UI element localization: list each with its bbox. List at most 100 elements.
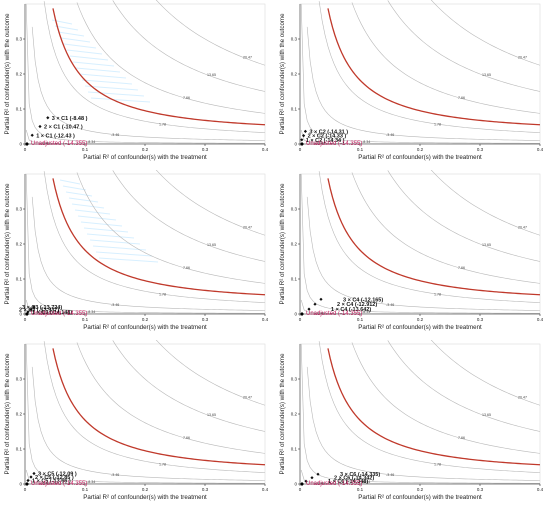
contour-label: -12.90 bbox=[314, 312, 324, 316]
y-axis-title: Partial R² of confounder(s) with the out… bbox=[279, 13, 286, 135]
glare-streak bbox=[95, 251, 153, 257]
glare-streak bbox=[90, 97, 151, 103]
glare-streak bbox=[60, 37, 91, 43]
unadjusted-point bbox=[300, 142, 304, 146]
x-axis-title: Partial R² of confounder(s) with the tre… bbox=[358, 494, 482, 501]
contour-line bbox=[155, 340, 266, 406]
contour-label: -8.34 bbox=[362, 140, 370, 144]
contour-line bbox=[43, 171, 266, 303]
sensitivity-contour-panel-4: 20.47 13.65 7.66 1.78 -3.46 -8.34 -12.90 0 0.1 0.… bbox=[279, 170, 544, 331]
glare-streak bbox=[57, 31, 85, 37]
x-axis-title: Partial R² of confounder(s) with the tre… bbox=[83, 154, 207, 161]
contour-line bbox=[31, 26, 266, 141]
y-axis-title: Partial R² of confounder(s) with the out… bbox=[279, 353, 286, 475]
contour-line bbox=[318, 341, 541, 473]
benchmark-point bbox=[307, 307, 311, 311]
benchmark-point bbox=[38, 124, 42, 129]
contour-label: -8.34 bbox=[362, 480, 370, 484]
glare-streak bbox=[75, 67, 121, 73]
x-tick-label: 0 bbox=[299, 487, 302, 492]
unadjusted-point bbox=[25, 482, 29, 486]
contour-line bbox=[112, 170, 266, 262]
x-tick-label: 0.1 bbox=[357, 147, 364, 152]
benchmark-point bbox=[319, 297, 323, 301]
x-tick-label: 0 bbox=[299, 147, 302, 152]
contour-line bbox=[300, 173, 541, 314]
glare-streak bbox=[66, 49, 103, 55]
x-tick-label: 0.3 bbox=[477, 147, 484, 152]
y-tick-label: 0.2 bbox=[291, 412, 298, 417]
benchmark-label: 1 × C3 (-14.148) bbox=[32, 310, 72, 316]
contour-line bbox=[306, 196, 541, 311]
x-tick-label: 0.2 bbox=[142, 317, 149, 322]
benchmark-point bbox=[313, 302, 317, 306]
x-tick-label: 0.2 bbox=[417, 317, 424, 322]
benchmark-point bbox=[26, 478, 30, 483]
benchmark-label: 3 × C6 (-14.335) bbox=[340, 472, 380, 478]
y-tick-label: 0.3 bbox=[291, 377, 298, 382]
y-tick-label: 0.2 bbox=[291, 242, 298, 247]
contour-line bbox=[387, 170, 541, 262]
glare-streak bbox=[54, 25, 79, 31]
contour-line bbox=[387, 0, 541, 92]
contour-line bbox=[76, 2, 266, 114]
x-tick-label: 0.4 bbox=[262, 487, 269, 492]
contour-label: 13.65 bbox=[482, 73, 491, 77]
y-axis-title: Partial R² of confounder(s) with the out… bbox=[4, 353, 11, 475]
glare-overlay bbox=[51, 19, 151, 103]
unadjusted-label: Unadjusted (-14.355) bbox=[31, 141, 87, 147]
y-tick-label: 0.2 bbox=[16, 72, 23, 77]
plot-area bbox=[299, 343, 541, 485]
contour-line bbox=[112, 340, 266, 432]
unadjusted-label: Unadjusted (-14.355) bbox=[31, 481, 87, 487]
contour-label: -3.46 bbox=[386, 473, 394, 477]
contour-label: 13.65 bbox=[207, 73, 216, 77]
x-tick-label: 0.4 bbox=[262, 147, 269, 152]
benchmark-label: 1 × C1 (-12.43 ) bbox=[36, 133, 75, 139]
y-tick-label: 0 bbox=[19, 312, 22, 317]
x-axis-title: Partial R² of confounder(s) with the tre… bbox=[358, 324, 482, 331]
x-tick-label: 0 bbox=[299, 317, 302, 322]
x-axis-title: Partial R² of confounder(s) with the tre… bbox=[83, 324, 207, 331]
y-tick-label: 0.2 bbox=[16, 242, 23, 247]
contour-label: 20.47 bbox=[518, 396, 527, 400]
unadjusted-label: Unadjusted (-14.355) bbox=[306, 141, 362, 147]
benchmark-label: 2 × C1 (-10.47 ) bbox=[44, 125, 83, 131]
benchmark-label: 1 × C6 (-14.348) bbox=[328, 479, 368, 485]
contour-line bbox=[306, 366, 541, 481]
glare-streak bbox=[80, 221, 123, 227]
benchmark-point bbox=[29, 307, 33, 312]
contour-label: 1.78 bbox=[434, 292, 441, 296]
threshold-curve bbox=[52, 8, 266, 126]
benchmark-label: 1 × C4 (-13.642) bbox=[331, 307, 371, 313]
plot-area bbox=[299, 173, 541, 315]
glare-streak bbox=[71, 203, 105, 209]
contour-line bbox=[155, 0, 266, 66]
threshold-curve bbox=[52, 348, 266, 466]
contour-line bbox=[31, 196, 266, 311]
y-tick-label: 0.3 bbox=[16, 37, 23, 42]
contour-label: -12.90 bbox=[39, 482, 49, 486]
y-tick-label: 0.3 bbox=[291, 207, 298, 212]
benchmark-label: 1 × C2 (-14.34 ) bbox=[306, 138, 345, 144]
contour-label: 20.47 bbox=[243, 396, 252, 400]
x-tick-label: 0 bbox=[24, 487, 27, 492]
contour-line bbox=[300, 343, 541, 484]
y-tick-label: 0 bbox=[294, 142, 297, 147]
benchmark-label: 3 × C3 (-13.724) bbox=[22, 305, 62, 311]
y-tick-label: 0 bbox=[19, 482, 22, 487]
benchmark-point bbox=[310, 476, 314, 480]
benchmark-label: 2 × C3 (-13.937) bbox=[19, 307, 59, 313]
benchmark-point bbox=[29, 475, 33, 479]
contour-line bbox=[430, 340, 541, 406]
contour-line bbox=[76, 342, 266, 454]
contour-line bbox=[351, 342, 541, 454]
glare-streak bbox=[59, 179, 81, 185]
y-tick-label: 0.1 bbox=[291, 277, 298, 282]
threshold-curve bbox=[327, 8, 541, 126]
contour-line bbox=[351, 2, 541, 114]
y-tick-label: 0.1 bbox=[16, 107, 23, 112]
glare-streak bbox=[62, 185, 87, 191]
benchmark-point bbox=[32, 305, 36, 309]
benchmark-label: 2 × C4 (-12.912) bbox=[337, 302, 377, 308]
